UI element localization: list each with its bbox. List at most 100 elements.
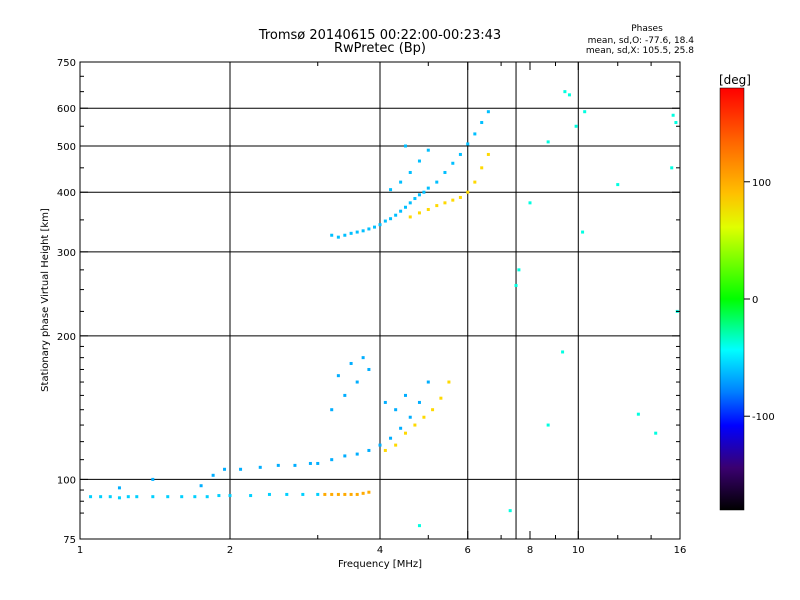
data-point [546,140,550,144]
data-point [654,431,658,435]
data-point [99,495,103,499]
data-point [373,225,377,229]
data-point [546,423,550,427]
x-tick-label: 8 [527,545,533,556]
data-point [417,400,421,404]
data-point [349,361,353,365]
data-points [89,90,679,528]
data-point [89,495,93,499]
y-tick-label: 500 [57,142,76,153]
data-point [508,509,512,513]
data-point [670,166,674,170]
data-point [426,207,430,211]
data-point [355,492,359,496]
data-point [435,204,439,208]
data-point [301,492,305,496]
data-point [517,268,521,272]
data-point [285,492,289,496]
data-point [239,467,243,471]
data-point [443,170,447,174]
data-point [581,230,585,234]
data-point [443,201,447,205]
data-point [151,477,155,481]
data-point [349,231,353,235]
data-point [417,193,421,197]
colorbar-ticks: 100 0 -100 [744,178,775,423]
data-point [367,490,371,494]
colorbar-tick-label: 0 [752,295,758,306]
data-point [267,492,271,496]
data-point [422,190,426,194]
data-point [486,152,490,156]
data-point [583,110,587,114]
data-point [458,195,462,199]
data-point [473,132,477,136]
data-point [399,426,403,430]
data-point [355,452,359,456]
data-point [205,495,209,499]
data-point [408,201,412,205]
data-point [276,463,280,467]
data-point [431,408,435,412]
chart-subtitle: RwPretec (Bp) [334,41,426,56]
data-point [217,494,221,498]
data-point [473,180,477,184]
chart-title: Tromsø 20140615 00:22:00-00:23:43 [258,28,501,43]
data-point [336,235,340,239]
data-point [343,393,347,397]
data-point [330,408,334,412]
data-point [408,415,412,419]
data-point [567,93,571,97]
data-point [514,283,518,287]
x-axis-label: Frequency [MHz] [338,559,422,570]
x-tick-label: 16 [674,545,687,556]
y-tick-label: 200 [57,332,76,343]
data-point [199,484,203,488]
y-tick-label: 600 [57,104,76,115]
data-point [117,496,121,500]
data-point [378,443,382,447]
data-point [394,213,398,217]
data-point [383,448,387,452]
phases-title: Phases [631,24,663,34]
data-point [413,197,417,201]
data-point [180,495,184,499]
data-point [228,494,232,498]
colorbar-tick-label: 100 [752,178,771,189]
data-point [451,161,455,165]
data-point [249,494,253,498]
data-point [367,448,371,452]
axis-ticks: 1 2 4 6 8 10 16 75 100 200 300 400 500 600 750 [57,58,686,556]
data-point [417,524,421,528]
data-point [389,217,393,221]
data-point [193,495,197,499]
data-point [636,412,640,416]
data-point [383,400,387,404]
data-point [426,148,430,152]
data-point [336,492,340,496]
data-point [417,211,421,215]
grid-lines [80,62,680,539]
data-point [330,458,334,462]
data-point [361,229,365,233]
data-point [574,124,578,128]
data-point [528,201,532,205]
data-point [383,219,387,223]
data-point [211,473,215,477]
data-point [323,492,327,496]
data-point [343,454,347,458]
data-point [447,380,451,384]
data-point [293,463,297,467]
phases-line-x: mean, sd,X: 105.5, 25.8 [586,46,694,56]
x-tick-label: 4 [377,545,383,556]
x-tick-label: 10 [572,545,585,556]
data-point [361,356,365,360]
data-point [117,486,121,490]
data-point [451,198,455,202]
data-point [108,495,112,499]
x-tick-label: 6 [465,545,471,556]
data-point [330,492,334,496]
data-point [403,144,407,148]
y-axis-label: Stationary phase Virtual Height [km] [40,208,51,392]
